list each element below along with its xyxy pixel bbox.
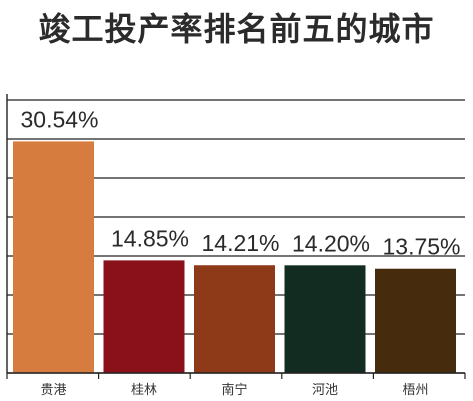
value-label: 14.20% <box>292 230 370 256</box>
value-label: 30.54% <box>20 106 98 132</box>
category-label: 桂林 <box>131 383 157 398</box>
category-label: 南宁 <box>221 382 247 398</box>
bar <box>375 268 456 373</box>
bar <box>13 141 94 373</box>
category-label: 河池 <box>312 383 338 398</box>
bar <box>284 265 366 373</box>
chart-title: 竣工投产率排名前五的城市 <box>38 10 435 48</box>
category-label: 贵港 <box>40 383 66 398</box>
bar <box>194 265 275 373</box>
category-label: 梧州 <box>402 383 428 398</box>
bar <box>103 260 185 373</box>
category-labels: 贵港 桂林 南宁 河池 梧州 <box>40 382 428 398</box>
value-label: 14.21% <box>201 230 279 256</box>
value-label: 14.85% <box>111 225 189 251</box>
axes <box>6 94 466 379</box>
bars <box>13 141 456 373</box>
value-labels: 30.54% 14.85% 14.21% 14.20% 13.75% <box>20 106 460 259</box>
value-label: 13.75% <box>382 234 460 260</box>
